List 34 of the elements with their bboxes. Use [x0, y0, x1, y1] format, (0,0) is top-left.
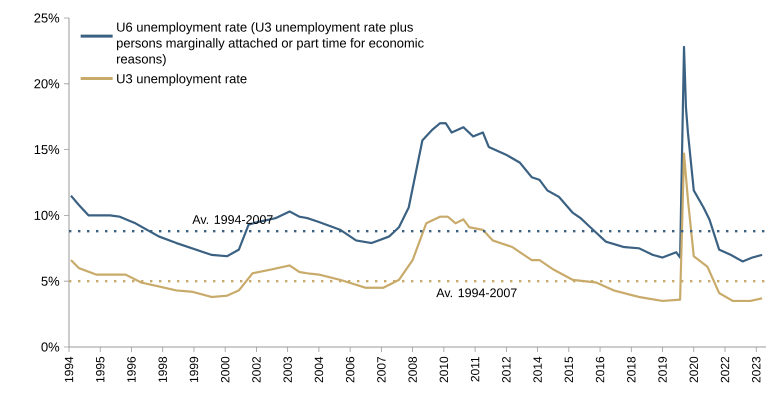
x-tick-label: 2022	[720, 356, 730, 382]
x-tick-label: 1998	[158, 356, 167, 382]
x-tick-label: 1999	[190, 356, 198, 382]
x-tick-label: 2010	[440, 356, 448, 382]
y-tick-label: 5%	[41, 276, 60, 286]
x-tick-label: 1994	[64, 356, 74, 382]
legend-label: U6 unemployment rate (U3 unemployment rate plus persons marginally attached or part time for economic reasons)	[116, 22, 424, 66]
x-tick-label: 1995	[96, 356, 104, 382]
x-tick-label: 2000	[220, 356, 230, 382]
y-tick-label: 15%	[34, 145, 60, 154]
x-tick-label: 2011	[470, 356, 480, 382]
x-tick-label: 2006	[346, 356, 354, 382]
x-tick-label: 2020	[690, 356, 698, 382]
y-tick-label: 0%	[41, 342, 60, 352]
x-tick-label: 2015	[564, 356, 574, 382]
x-tick-label: 2004	[314, 356, 324, 382]
x-tick-label: 2012	[502, 356, 511, 382]
x-tick-label: 2014	[533, 356, 542, 382]
x-tick-label: 2018	[627, 356, 636, 382]
y-tick-label: 25%	[34, 13, 60, 23]
x-tick-label: 2019	[658, 356, 667, 382]
x-tick-label: 2002	[252, 356, 261, 382]
x-tick-label: 2016	[596, 356, 604, 382]
x-tick-label: 1996	[127, 356, 136, 382]
legend-label: U3 unemployment rate	[117, 74, 247, 86]
x-tick-label: 2003	[283, 356, 292, 382]
x-tick-label: 2007	[377, 356, 386, 382]
ref-line-label: Av. 1994-2007	[192, 215, 273, 224]
y-tick-label: 20%	[34, 79, 60, 88]
line-series	[70, 152, 764, 302]
y-tick-label: 10%	[34, 210, 60, 220]
x-tick-label: 2023	[752, 356, 760, 382]
x-tick-label: 2008	[408, 356, 417, 382]
ref-line-label: Av. 1994-2007	[436, 288, 517, 298]
